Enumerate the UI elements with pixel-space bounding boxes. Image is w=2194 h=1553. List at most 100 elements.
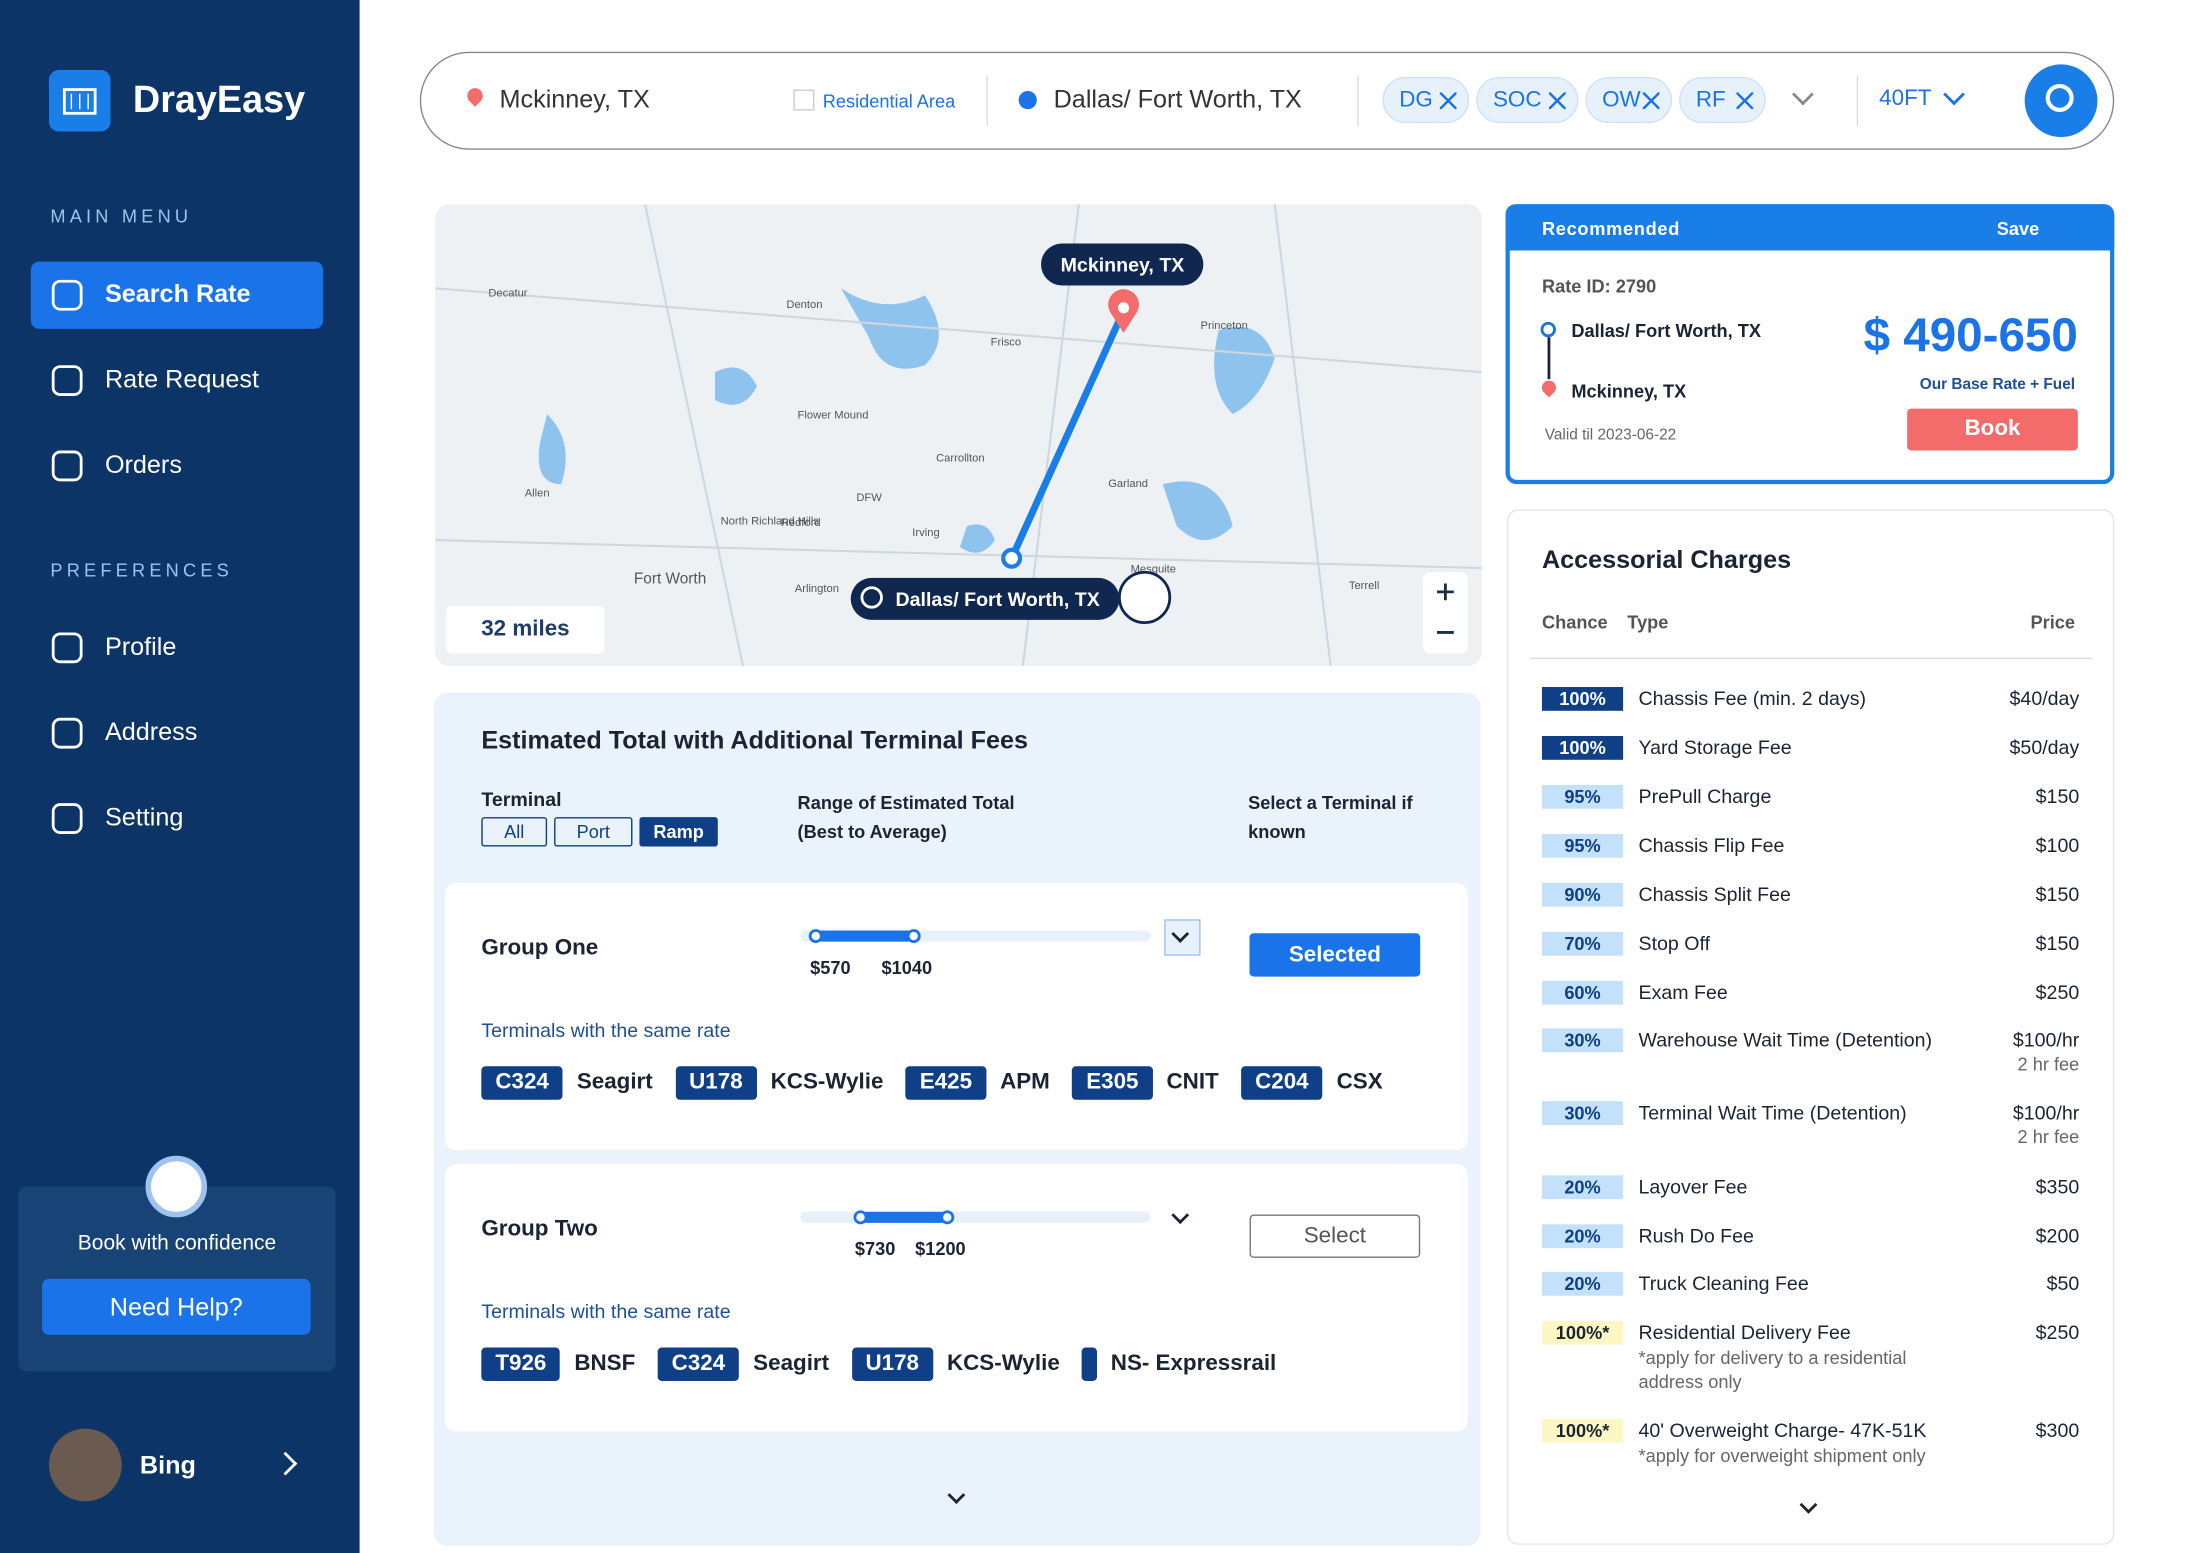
menu-item[interactable]: Search Rate <box>104 279 251 308</box>
map[interactable] <box>435 204 1482 667</box>
map-label: Dallas/ Fort Worth, TX <box>850 577 1120 620</box>
tag[interactable]: RF <box>1679 76 1766 124</box>
terminal-code: T926 <box>481 1347 561 1382</box>
destination[interactable]: Dallas/ Fort Worth, TX <box>1053 85 1302 114</box>
group-button[interactable]: Select <box>1249 1214 1421 1258</box>
container[interactable]: 40FT <box>1879 86 1932 111</box>
tag-x[interactable] <box>1736 92 1754 110</box>
chance: 30% <box>1541 1028 1624 1053</box>
map-art <box>435 204 1482 667</box>
save[interactable]: Save <box>1996 218 2040 240</box>
valid: Valid til 2023-06-22 <box>1544 426 1677 444</box>
charge-type: Stop Off <box>1638 931 1711 955</box>
menu-item[interactable]: Rate Request <box>104 365 259 394</box>
filter[interactable]: Ramp <box>639 817 718 847</box>
chance: 95% <box>1541 833 1624 858</box>
map-place: Flower Mound <box>797 408 869 422</box>
logo <box>48 69 111 132</box>
price: $ 490-650 <box>1863 309 2078 363</box>
type-note: *apply for delivery to a residential add… <box>1638 1347 1907 1393</box>
type-note: *apply for overweight shipment only <box>1638 1445 1926 1467</box>
map-place: Princeton <box>1200 319 1248 332</box>
map-label: Mckinney, TX <box>1041 243 1204 286</box>
map-place: Denton <box>786 298 823 311</box>
menu-icon <box>51 803 83 834</box>
menu-active[interactable] <box>30 261 324 329</box>
charge-price: $150 <box>2035 931 2080 955</box>
chance: 60% <box>1541 980 1624 1005</box>
menu-icon <box>51 365 83 396</box>
group-name: Group One <box>481 936 599 960</box>
zoom-target[interactable] <box>1117 570 1172 625</box>
menu-item[interactable]: Setting <box>104 803 184 832</box>
chance: 20% <box>1541 1175 1624 1200</box>
range-min: $570 <box>810 957 851 979</box>
range-header: Range of Estimated Total (Best to Averag… <box>797 791 1015 843</box>
col-head: Price <box>2030 611 2076 633</box>
menu-item[interactable]: Orders <box>104 450 182 479</box>
range-knob[interactable] <box>940 1210 955 1225</box>
group-card <box>444 1164 1468 1432</box>
logo-icon <box>62 88 97 115</box>
charge-type: Truck Cleaning Fee <box>1638 1271 1809 1295</box>
range-knob[interactable] <box>853 1210 868 1225</box>
chance: 100% <box>1541 735 1624 760</box>
terminal-name: KCS-Wylie <box>770 1070 884 1095</box>
chance: 95% <box>1541 784 1624 809</box>
terminal-code: C204 <box>1241 1066 1323 1100</box>
tag-label: SOC <box>1492 88 1542 112</box>
menu-item[interactable]: Address <box>104 717 198 746</box>
terminal-code: U178 <box>675 1066 757 1100</box>
charge-price: $250 <box>2035 980 2080 1004</box>
filter[interactable]: All <box>481 817 548 847</box>
tag-x[interactable] <box>1548 92 1566 110</box>
residential[interactable]: Residential Area <box>822 90 956 112</box>
help-button[interactable]: Need Help? <box>41 1278 311 1335</box>
tag-x[interactable] <box>1439 92 1457 110</box>
route-to: Mckinney, TX <box>1571 380 1687 402</box>
tag[interactable]: SOC <box>1476 76 1579 124</box>
checkbox[interactable] <box>793 89 815 111</box>
charge-type: Warehouse Wait Time (Detention) <box>1638 1028 1933 1051</box>
menu-icon <box>51 632 83 664</box>
terminal-name: Seagirt <box>576 1070 653 1095</box>
charge-price: $250 <box>2035 1320 2080 1344</box>
expand-box[interactable] <box>1164 919 1201 956</box>
tag[interactable]: DG <box>1382 76 1470 124</box>
chance: 100%* <box>1541 1418 1624 1443</box>
group-button[interactable]: Selected <box>1249 933 1421 977</box>
filter[interactable]: Port <box>554 817 633 847</box>
terminal-list: C324 Seagirt U178 KCS-Wylie E425 APM E305 CNIT C… <box>481 1066 1405 1100</box>
chance: 20% <box>1541 1271 1624 1296</box>
charge-type: Chassis Flip Fee <box>1638 833 1785 857</box>
terminal-code: E425 <box>905 1066 987 1100</box>
avatar[interactable] <box>48 1428 122 1502</box>
chance: 70% <box>1541 931 1624 956</box>
book-button[interactable]: Book <box>1907 408 2078 451</box>
map-place: Decatur <box>488 286 528 300</box>
price-note: 2 hr fee <box>2017 1053 2080 1075</box>
map-place: Allen <box>524 486 550 500</box>
user-name[interactable]: Bing <box>139 1451 196 1479</box>
tag[interactable]: OW <box>1585 76 1673 124</box>
search-bar[interactable] <box>419 51 2115 150</box>
info-icon <box>860 586 883 609</box>
menu-item[interactable]: Profile <box>104 632 177 661</box>
charge-type: Chassis Fee (min. 2 days) <box>1638 687 1867 710</box>
origin[interactable]: Mckinney, TX <box>499 85 650 114</box>
charge-price: $300 <box>2035 1418 2080 1442</box>
range-knob[interactable] <box>808 929 823 944</box>
charge-price: $350 <box>2035 1175 2080 1198</box>
charge-type: PrePull Charge <box>1638 784 1772 808</box>
range-track <box>800 930 1151 942</box>
tag-x[interactable] <box>1642 92 1660 110</box>
charge-price: $100/hr <box>2012 1101 2080 1124</box>
charge-type: Terminal Wait Time (Detention) <box>1638 1101 1907 1124</box>
range-knob[interactable] <box>906 929 921 944</box>
rec-label: Recommended <box>1541 218 1681 240</box>
menu-title: PREFERENCES <box>50 559 234 581</box>
map-place: Carrollton <box>936 451 985 465</box>
map-place: Garland <box>1108 477 1149 490</box>
menu-title: MAIN MENU <box>50 205 193 227</box>
map-place: North Richland Hills <box>720 514 819 528</box>
